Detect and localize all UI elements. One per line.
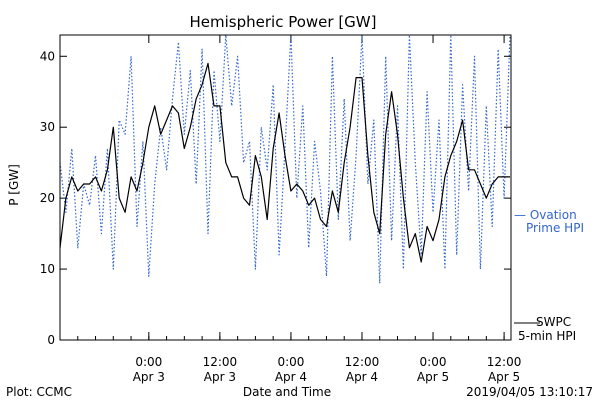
x-tick-label-date: Apr 3 — [204, 370, 236, 384]
legend-label-swpc: SWPC — [536, 315, 571, 329]
x-tick-label-time: 0:00 — [277, 355, 304, 369]
x-tick-label-date: Apr 4 — [346, 370, 378, 384]
x-tick-label-time: 12:00 — [203, 355, 238, 369]
legend-label-ovation-2: Prime HPI — [526, 221, 584, 235]
x-tick-label-date: Apr 5 — [417, 370, 449, 384]
plot-frame — [59, 34, 512, 341]
y-tick-label: 10 — [40, 262, 55, 276]
y-tick-label: 0 — [47, 333, 55, 347]
series-line-swpc — [59, 62, 510, 263]
y-axis-label: P [GW] — [7, 164, 21, 206]
x-tick-label-date: Apr 3 — [133, 370, 165, 384]
plot-timestamp: 2019/04/05 13:10:17 — [466, 385, 593, 399]
y-tick-label: 30 — [40, 120, 55, 134]
plot-credit: Plot: CCMC — [6, 385, 72, 399]
x-tick-label-time: 12:00 — [345, 355, 380, 369]
series-layer — [59, 34, 511, 284]
x-axis-label: Date and Time — [243, 385, 331, 399]
legend-label-ovation: — Ovation — [514, 208, 577, 222]
x-tick-label-time: 0:00 — [135, 355, 162, 369]
y-tick-label: 20 — [40, 191, 55, 205]
x-tick-label-date: Apr 4 — [275, 370, 307, 384]
x-tick-label-date: Apr 5 — [488, 370, 520, 384]
chart-title: Hemispheric Power [GW] — [190, 13, 377, 31]
x-tick-label-time: 0:00 — [420, 355, 447, 369]
y-tick-label: 40 — [40, 49, 55, 63]
legend-label-swpc-2: 5-min HPI — [518, 329, 576, 343]
y-axis-ticks: 0 10 20 30 40 — [40, 49, 511, 347]
x-tick-label-time: 12:00 — [487, 355, 522, 369]
